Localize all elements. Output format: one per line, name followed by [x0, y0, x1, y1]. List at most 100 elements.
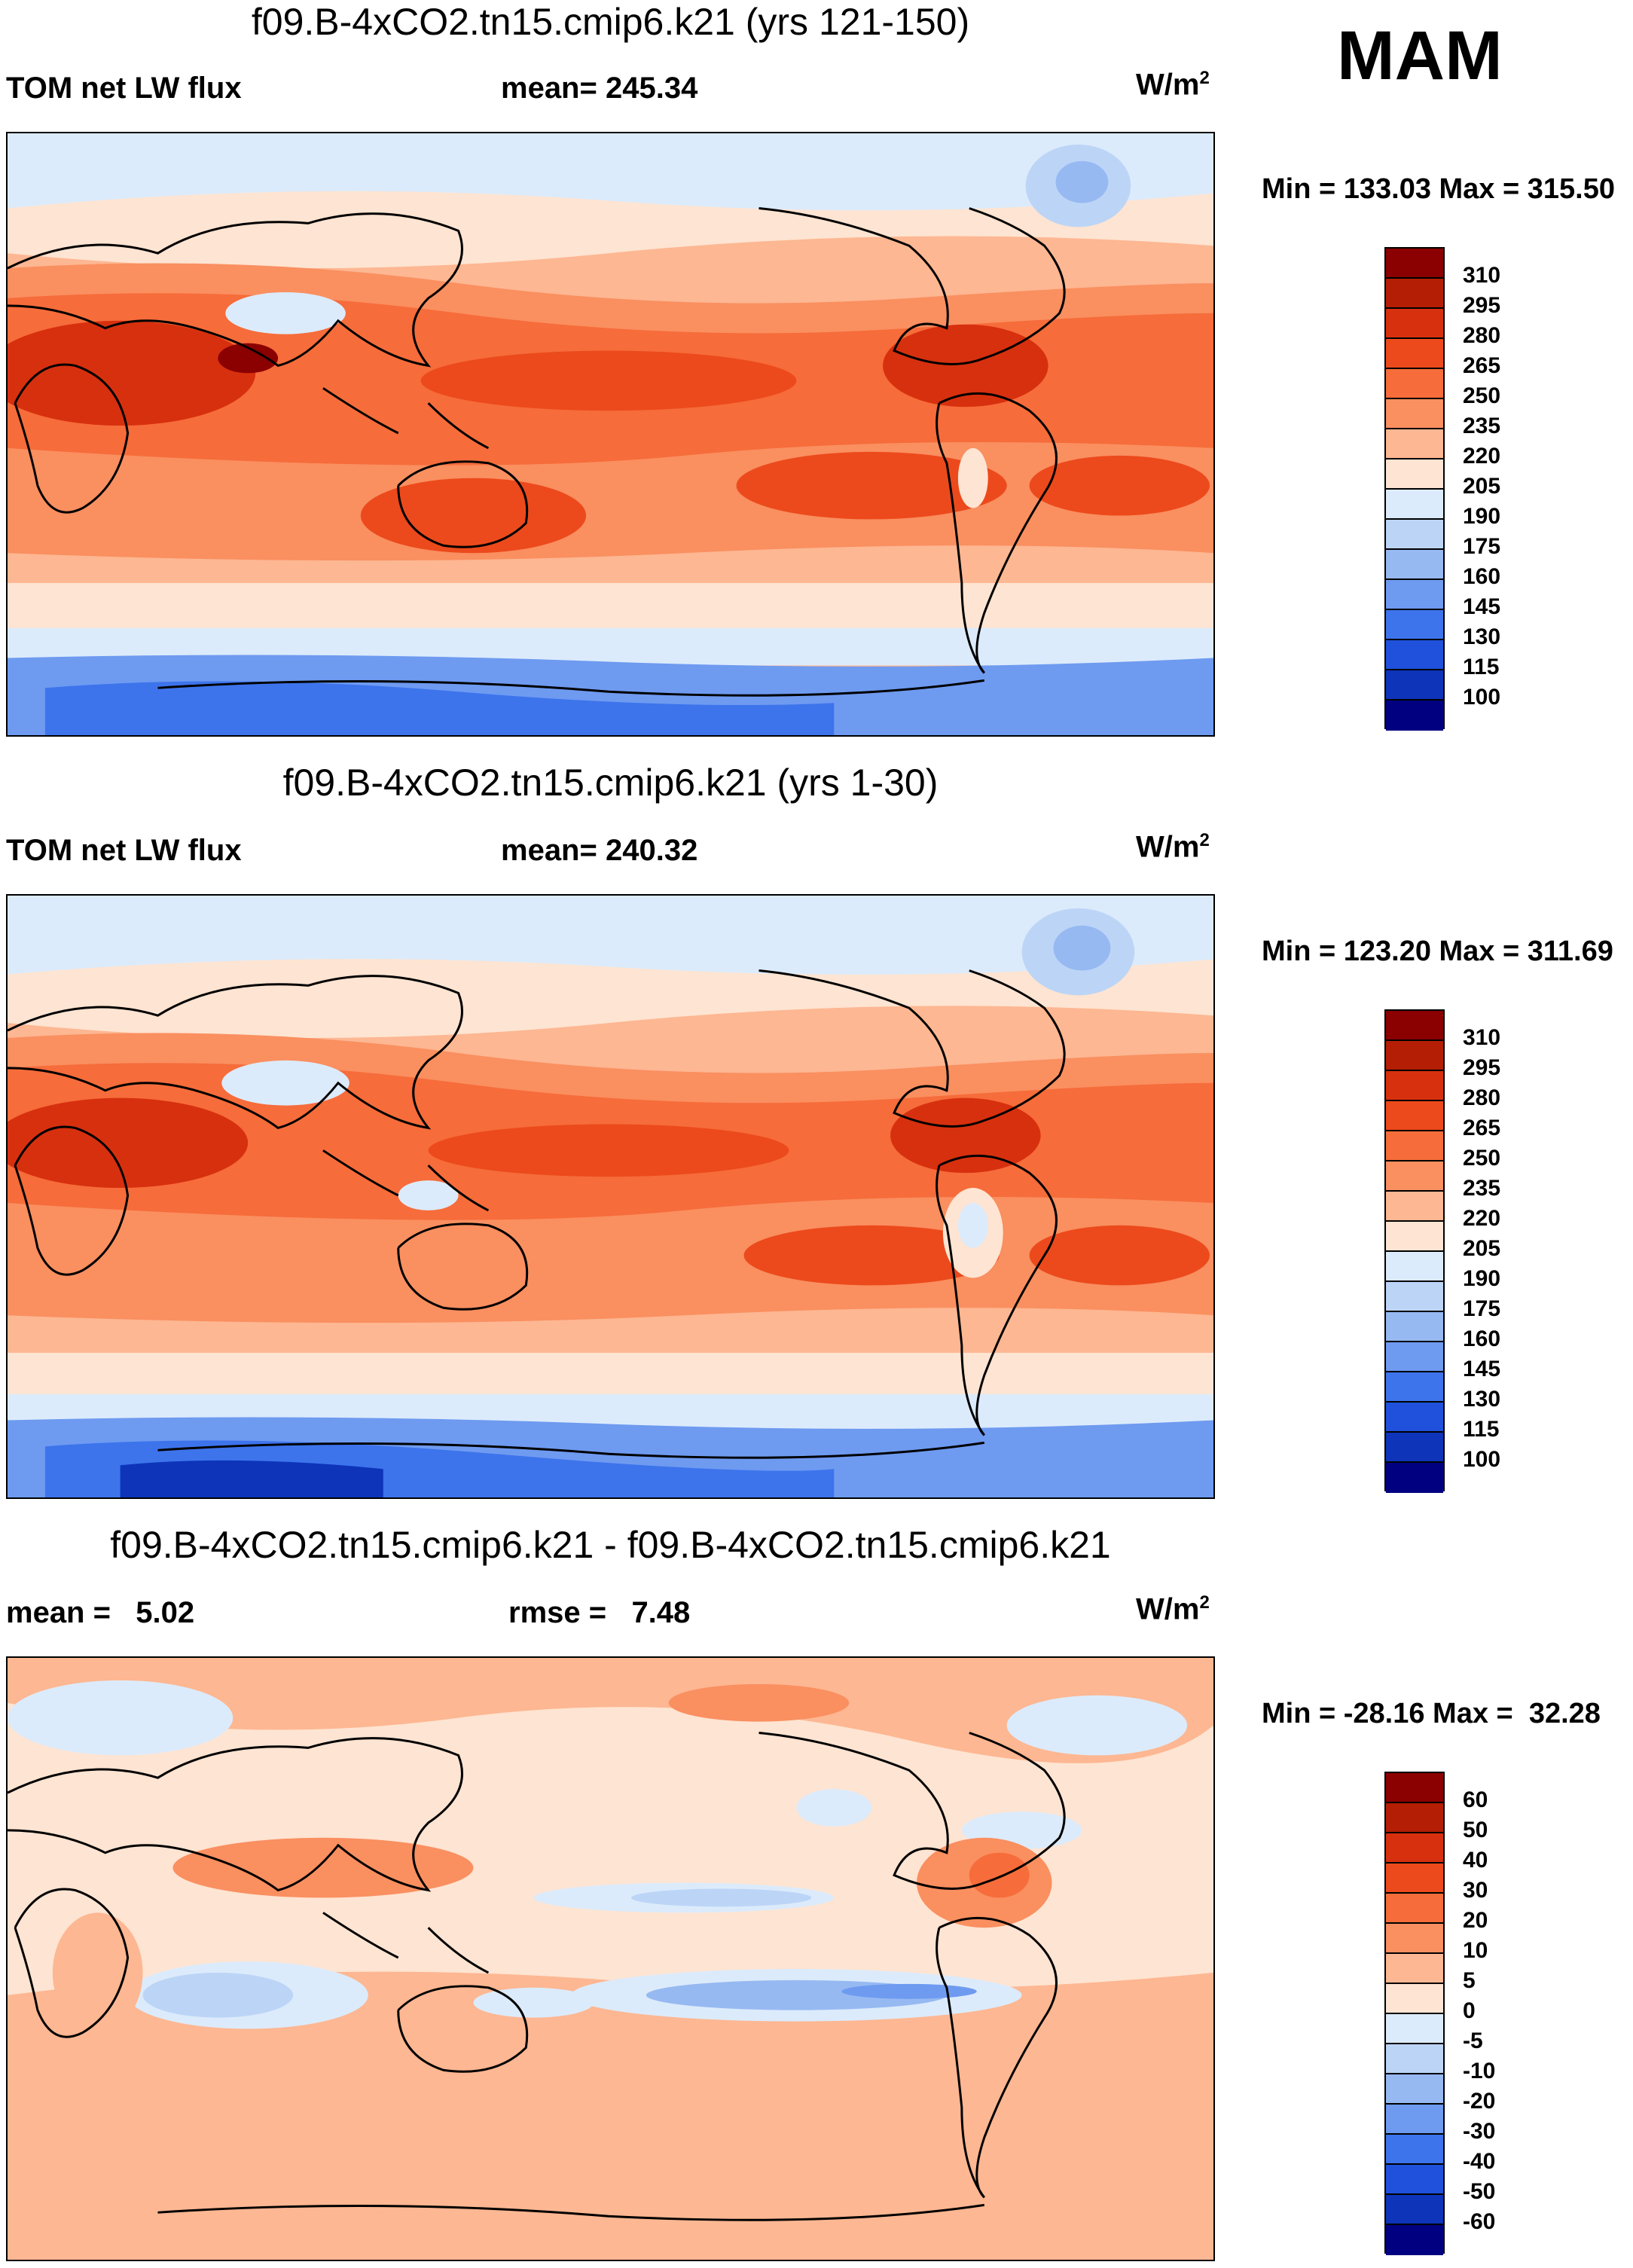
panel-3-colorbar-label: 40 [1463, 1848, 1488, 1873]
panel-2-colorbar [1384, 1009, 1445, 1493]
panel-1-colorbar-box [1386, 429, 1443, 459]
panel-2-colorbar-label: 220 [1463, 1206, 1501, 1231]
panel-3-colorbar-box [1386, 2074, 1443, 2105]
panel-2-colorbar-box [1386, 1041, 1443, 1071]
panel-2-colorbar-box [1386, 1101, 1443, 1131]
panel-3-colorbar-box [1386, 1984, 1443, 2014]
panel-3-colorbar-label: -20 [1463, 2089, 1496, 2114]
panel-3-min-max: Min = -28.16 Max = 32.28 [1262, 1698, 1601, 1729]
panel-2-colorbar-box [1386, 1192, 1443, 1222]
panel-2-colorbar-box [1386, 1252, 1443, 1282]
panel-3-colorbar-box [1386, 2105, 1443, 2135]
panel-3-colorbar-box [1386, 1773, 1443, 1803]
panel-2-colorbar-box [1386, 1372, 1443, 1403]
panel-1-colorbar-label: 295 [1463, 293, 1501, 318]
panel-1-min-max: Min = 133.03 Max = 315.50 [1262, 173, 1615, 205]
panel-1-colorbar-box [1386, 490, 1443, 520]
panel-3-units: W/m2 [1136, 1592, 1210, 1626]
panel-3-colorbar-box [1386, 1954, 1443, 1984]
panel-1-title: f09.B-4xCO2.tn15.cmip6.k21 (yrs 121-150) [251, 1, 970, 43]
panel-3-colorbar-label: -10 [1463, 2059, 1496, 2083]
panel-3-colorbar-label: 60 [1463, 1787, 1488, 1812]
panel-1-colorbar-label: 205 [1463, 474, 1501, 499]
panel-1-colorbar [1384, 247, 1445, 731]
panel-2-colorbar-label: 235 [1463, 1176, 1501, 1201]
panel-3-colorbar-label: 10 [1463, 1938, 1488, 1963]
panel-1-colorbar-box [1386, 670, 1443, 701]
panel-3-colorbar-box [1386, 2165, 1443, 2195]
panel-1-colorbar-label: 115 [1463, 655, 1500, 679]
panel-2-colorbar-label: 280 [1463, 1085, 1501, 1110]
panel-3-rmse-label: rmse = 7.48 [508, 1596, 691, 1629]
panel-2-colorbar-label: 160 [1463, 1326, 1501, 1351]
panel-1-colorbar-label: 310 [1463, 263, 1501, 288]
panel-3-colorbar-box [1386, 1894, 1443, 1924]
panel-2-colorbar-label: 250 [1463, 1146, 1501, 1171]
panel-3-colorbar-box [1386, 2014, 1443, 2044]
panel-3-colorbar [1384, 1772, 1445, 2255]
panel-1-colorbar-label: 250 [1463, 383, 1501, 408]
panel-3-colorbar-box [1386, 2225, 1443, 2255]
panel-3-colorbar-box [1386, 1924, 1443, 1954]
panel-3-colorbar-label: 20 [1463, 1908, 1488, 1933]
panel-2-colorbar-box [1386, 1403, 1443, 1433]
panel-3-colorbar-label: 30 [1463, 1878, 1488, 1903]
panel-2-colorbar-box [1386, 1071, 1443, 1101]
panel-3-title: f09.B-4xCO2.tn15.cmip6.k21 - f09.B-4xCO2… [110, 1524, 1111, 1566]
panel-2-colorbar-label: 145 [1463, 1357, 1501, 1381]
panel-1-map [6, 132, 1215, 737]
panel-2-colorbar-label: 265 [1463, 1116, 1501, 1140]
panel-2-colorbar-box [1386, 1222, 1443, 1252]
panel-1-colorbar-box [1386, 520, 1443, 550]
panel-2-title: f09.B-4xCO2.tn15.cmip6.k21 (yrs 1-30) [282, 762, 939, 804]
panel-1-colorbar-label: 160 [1463, 564, 1501, 589]
panel-3-colorbar-label: -40 [1463, 2149, 1496, 2174]
panel-1-colorbar-box [1386, 701, 1443, 731]
panel-1-colorbar-box [1386, 339, 1443, 369]
panel-2-colorbar-box [1386, 1131, 1443, 1161]
panel-1-colorbar-label: 130 [1463, 624, 1501, 649]
panel-2-colorbar-label: 175 [1463, 1296, 1501, 1321]
panel-3-colorbar-label: -60 [1463, 2209, 1496, 2234]
panel-2-colorbar-label: 295 [1463, 1055, 1501, 1080]
panel-1-colorbar-label: 265 [1463, 353, 1501, 378]
panel-2-variable-label: TOM net LW flux [6, 834, 242, 867]
panel-2-colorbar-box [1386, 1312, 1443, 1342]
panel-2-colorbar-label: 205 [1463, 1236, 1501, 1261]
panel-1-colorbar-box [1386, 580, 1443, 610]
panel-3-colorbar-box [1386, 1803, 1443, 1833]
panel-2-mean-label: mean= 240.32 [501, 834, 698, 867]
panel-1-colorbar-label: 235 [1463, 414, 1501, 438]
panel-2-colorbar-label: 190 [1463, 1266, 1501, 1291]
panel-1-colorbar-label: 190 [1463, 504, 1501, 529]
panel-1-colorbar-box [1386, 249, 1443, 279]
panel-2-colorbar-box [1386, 1011, 1443, 1041]
panel-1-colorbar-box [1386, 550, 1443, 580]
panel-2-colorbar-box [1386, 1433, 1443, 1463]
panel-1-units: W/m2 [1136, 68, 1210, 102]
panel-2-colorbar-box [1386, 1161, 1443, 1192]
panel-3-colorbar-box [1386, 1864, 1443, 1894]
panel-2-map [6, 894, 1215, 1499]
panel-3-colorbar-box [1386, 2044, 1443, 2074]
panel-2-min-max: Min = 123.20 Max = 311.69 [1262, 936, 1613, 967]
panel-1-colorbar-box [1386, 399, 1443, 429]
panel-1-colorbar-label: 175 [1463, 534, 1501, 559]
panel-1-colorbar-label: 100 [1463, 685, 1501, 710]
panel-3-colorbar-box [1386, 1833, 1443, 1864]
panel-1-colorbar-label: 145 [1463, 594, 1501, 619]
panel-2-colorbar-box [1386, 1282, 1443, 1312]
panel-3-map [6, 1656, 1215, 2261]
panel-1-colorbar-box [1386, 309, 1443, 339]
panel-3-mean-label: mean = 5.02 [6, 1596, 195, 1629]
season-label: MAM [1337, 17, 1503, 94]
panel-1-colorbar-label: 280 [1463, 323, 1501, 348]
panel-2-colorbar-label: 100 [1463, 1447, 1501, 1472]
panel-1-colorbar-box [1386, 610, 1443, 640]
panel-2-colorbar-box [1386, 1342, 1443, 1372]
panel-2-colorbar-label: 115 [1463, 1417, 1500, 1442]
panel-2-colorbar-label: 310 [1463, 1025, 1501, 1050]
panel-3-colorbar-box [1386, 2195, 1443, 2225]
panel-2-units: W/m2 [1136, 830, 1210, 864]
panel-1-colorbar-box [1386, 279, 1443, 309]
